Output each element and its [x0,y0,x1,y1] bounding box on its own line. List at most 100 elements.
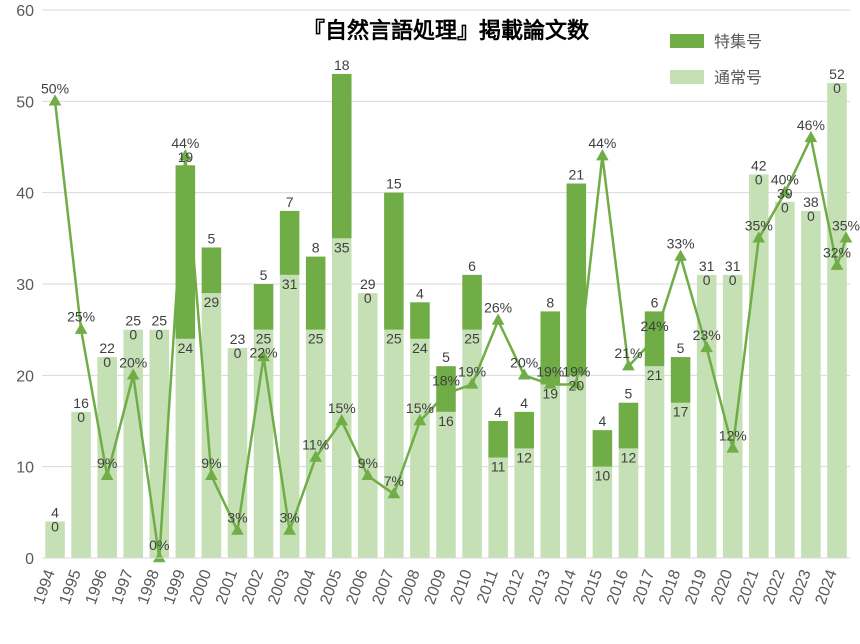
bar-label-special: 5 [677,340,685,356]
bar-regular [697,275,717,558]
bar-label-special: 4 [520,395,528,411]
bar-special [567,184,587,376]
percentage-label: 44% [588,135,616,151]
bar-special [593,430,613,467]
bar-label-special: 4 [598,413,606,429]
bar-regular [723,275,743,558]
bar-label-special: 0 [155,327,163,343]
bar-label-regular: 12 [621,449,637,465]
bar-label-regular: 21 [647,367,663,383]
bar-label-special: 8 [312,240,320,256]
legend-swatch [670,34,704,48]
percentage-label: 9% [201,455,221,471]
percentage-label: 19% [536,363,564,379]
percentage-label: 50% [41,80,69,96]
percentage-label: 26% [484,300,512,316]
percentage-label: 35% [745,217,773,233]
bar-label-special: 0 [807,208,815,224]
bar-regular [827,83,847,558]
y-tick-label: 40 [16,186,34,203]
bar-label-special: 21 [569,167,585,183]
percentage-label: 3% [227,510,247,526]
percentage-label: 46% [797,117,825,133]
bar-regular [410,339,430,558]
y-tick-label: 10 [16,460,34,477]
bar-label-regular: 17 [673,404,689,420]
bar-label-special: 0 [51,518,59,534]
percentage-label: 23% [693,327,721,343]
bar-special [488,421,508,458]
percentage-label: 18% [432,373,460,389]
bar-label-regular: 19 [542,385,558,401]
percentage-label: 7% [384,473,404,489]
bar-label-special: 0 [77,409,85,425]
y-tick-label: 0 [25,551,34,568]
bar-label-regular: 12 [516,449,532,465]
bar-regular [645,366,665,558]
percentage-label: 20% [119,354,147,370]
bar-label-special: 0 [703,272,711,288]
percentage-label: 24% [641,318,669,334]
bar-special [254,284,274,330]
chart-title: 『自然言語処理』掲載論文数 [303,18,590,43]
bar-label-special: 15 [386,176,402,192]
bar-regular [202,293,222,558]
y-tick-label: 30 [16,277,34,294]
bar-label-special: 4 [416,285,424,301]
bar-special [671,357,691,403]
chart-container: 0102030405060199419951996199719981999200… [0,0,860,644]
percentage-label: 22% [250,345,278,361]
percentage-label: 21% [614,345,642,361]
percentage-label: 32% [823,245,851,261]
percentage-label: 35% [832,217,860,233]
bar-label-special: 5 [625,386,633,402]
percentage-label: 33% [667,236,695,252]
bar-special [462,275,482,330]
percentage-label: 3% [279,510,299,526]
bar-label-special: 19 [178,149,194,165]
bar-label-regular: 35 [334,239,350,255]
bar-label-special: 6 [651,294,659,310]
bar-label-special: 0 [364,290,372,306]
bar-label-regular: 31 [282,276,298,292]
bar-label-special: 18 [334,57,350,73]
bar-label-special: 7 [286,194,294,210]
bar-special [202,247,222,293]
y-tick-label: 20 [16,368,34,385]
bar-label-special: 0 [833,80,841,96]
bar-label-special: 4 [494,404,502,420]
bar-label-special: 0 [129,327,137,343]
bar-label-regular: 11 [491,459,506,475]
percentage-label: 15% [406,400,434,416]
bar-regular [436,412,456,558]
percentage-label: 19% [458,363,486,379]
bar-label-regular: 29 [204,294,220,310]
bar-label-special: 0 [755,171,763,187]
percentage-label: 15% [328,400,356,416]
percentage-label: 20% [510,354,538,370]
bar-label-regular: 25 [464,331,480,347]
bar-special [306,257,326,330]
percentage-label: 9% [97,455,117,471]
bar-regular [358,293,378,558]
legend-label: 通常号 [714,69,762,87]
bar-label-regular: 24 [412,340,428,356]
bar-label-special: 5 [260,267,268,283]
bar-label-regular: 20 [569,377,585,393]
bar-regular [332,238,352,558]
chart-svg: 0102030405060199419951996199719981999200… [0,0,860,644]
y-tick-label: 50 [16,94,34,111]
bar-label-special: 0 [729,272,737,288]
y-tick-label: 60 [16,3,34,20]
bar-special [514,412,534,449]
bar-regular [671,403,691,558]
legend-swatch [670,70,704,84]
bar-regular [801,211,821,558]
percentage-label: 11% [302,437,329,453]
bar-regular [775,202,795,558]
bar-label-regular: 25 [386,331,402,347]
bar-label-regular: 10 [595,468,611,484]
bar-label-special: 0 [103,354,111,370]
bar-regular [567,375,587,558]
bar-special [384,193,404,330]
